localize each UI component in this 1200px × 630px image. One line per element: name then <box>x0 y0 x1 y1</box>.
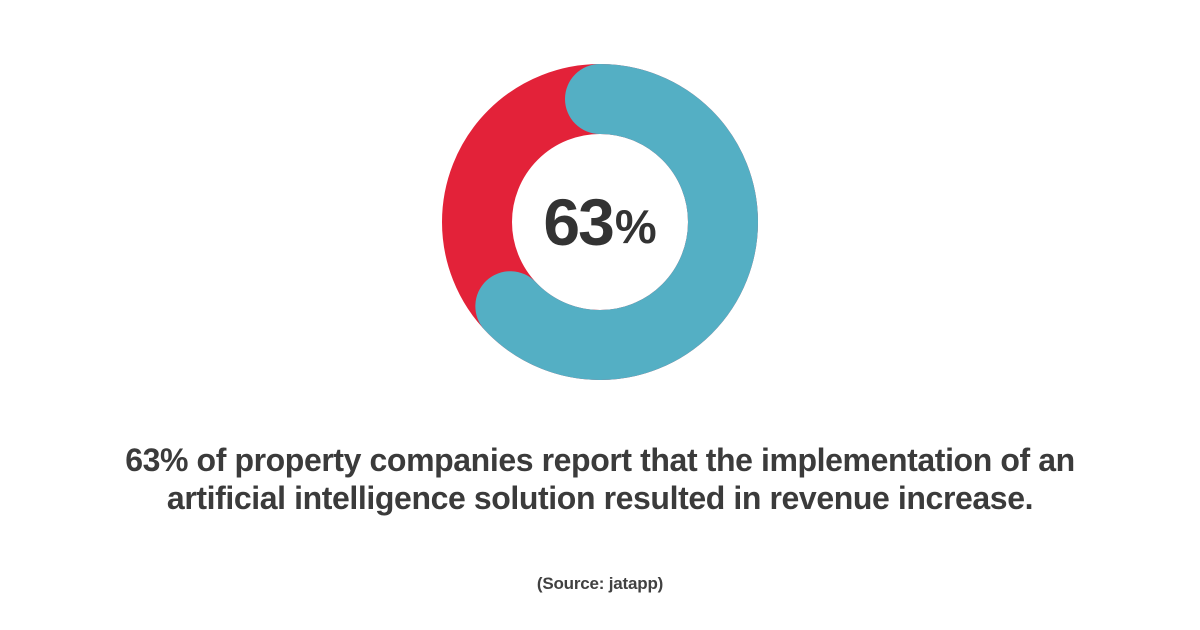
donut-chart: 63 % <box>440 62 760 382</box>
caption-line-2: artificial intelligence solution resulte… <box>166 480 1034 516</box>
caption-line-1: 63% of property companies report that th… <box>125 442 1075 478</box>
donut-segment-primary <box>442 64 758 380</box>
caption-text: 63% of property companies report that th… <box>0 441 1200 517</box>
source-credit: (Source: jatapp) <box>536 574 664 593</box>
donut-chart-svg <box>442 64 758 380</box>
